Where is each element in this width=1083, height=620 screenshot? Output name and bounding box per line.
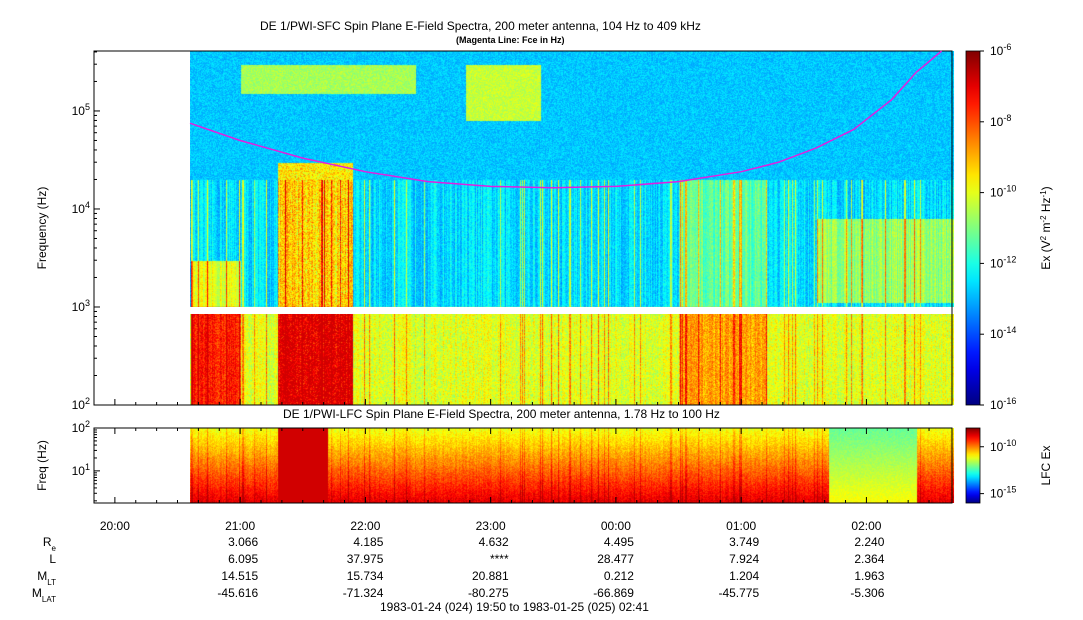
x-tick-label: 23:00	[476, 519, 506, 533]
time-range: 1983-01-24 (024) 19:50 to 1983-01-25 (02…	[380, 600, 649, 614]
ephemeris-row-label: Re	[43, 535, 57, 553]
ephemeris-value: 3.749	[729, 535, 759, 549]
ephemeris-value: -45.775	[718, 586, 759, 600]
lfc-y-axis: 101 102	[72, 419, 100, 502]
sfc-subtitle: (Magenta Line: Fce in Hz)	[456, 35, 565, 45]
ephemeris-value: 1.204	[729, 569, 759, 583]
sfc-colorbar-tick-label: 10-12	[990, 254, 1016, 270]
ephemeris-value: -66.869	[593, 586, 634, 600]
ephemeris-value: ****	[490, 552, 509, 566]
x-tick-label: 00:00	[601, 519, 631, 533]
sfc-y-label: Frequency (Hz)	[35, 187, 49, 270]
x-tick-label: 22:00	[350, 519, 380, 533]
ephemeris-value: 7.924	[729, 552, 759, 566]
sfc-colorbar-tick-label: 10-8	[990, 113, 1011, 129]
lfc-title: DE 1/PWI-LFC Spin Plane E-Field Spectra,…	[283, 407, 720, 421]
ephemeris-value: 37.975	[347, 552, 384, 566]
lfc-colorbar-tick-label: 10-10	[990, 438, 1016, 454]
ephemeris-value: 1.963	[854, 569, 884, 583]
x-tick-label: 20:00	[100, 519, 130, 533]
ephemeris-value: 4.495	[604, 535, 634, 549]
sfc-y-tick-label: 105	[72, 102, 90, 118]
x-tick-label: 21:00	[225, 519, 255, 533]
ephemeris-value: 3.066	[228, 535, 258, 549]
sfc-colorbar-tick-label: 10-10	[990, 184, 1016, 200]
ephemeris-row-label: L	[49, 552, 56, 566]
lfc-colorbar-tick-label: 10-15	[990, 485, 1016, 501]
ephemeris-value: 20.881	[472, 569, 509, 583]
ephemeris-value: -5.306	[850, 586, 884, 600]
lfc-colorbar: 10-10 10-15 LFC Ex	[965, 427, 1053, 504]
sfc-y-tick-label: 102	[72, 396, 90, 412]
sfc-plot-frame	[93, 50, 953, 406]
ephemeris-value: 2.364	[854, 552, 884, 566]
ephemeris-value: -80.275	[468, 586, 509, 600]
lfc-colorbar-label: LFC Ex	[1039, 445, 1053, 485]
ephemeris-value: -71.324	[343, 586, 384, 600]
x-axis: 20:00 21:00 22:00 23:00 00:00 01:00 02:00	[100, 399, 930, 533]
ephemeris-value: 4.632	[479, 535, 509, 549]
ephemeris-value: -45.616	[217, 586, 258, 600]
ephemeris-value: 0.212	[604, 569, 634, 583]
ephemeris-value: 2.240	[854, 535, 884, 549]
ephemeris-value: 14.515	[221, 569, 258, 583]
sfc-title: DE 1/PWI-SFC Spin Plane E-Field Spectra,…	[260, 19, 701, 33]
x-tick-label: 01:00	[726, 519, 756, 533]
ephemeris-value: 15.734	[347, 569, 384, 583]
ephemeris-value: 4.185	[353, 535, 383, 549]
lfc-y-tick-label: 102	[72, 419, 90, 435]
lfc-plot-frame	[93, 427, 953, 504]
sfc-y-tick-label: 103	[72, 298, 90, 314]
sfc-colorbar-tick-label: 10-16	[990, 396, 1016, 412]
sfc-y-tick-label: 104	[72, 200, 90, 216]
lfc-y-label: Freq (Hz)	[35, 440, 49, 491]
sfc-colorbar-tick-label: 10-14	[990, 325, 1016, 341]
sfc-colorbar: 10-6 10-8 10-10 10-12 10-14 10-16 Ex (V2 m-2 H…	[965, 42, 1054, 412]
sfc-y-axis: 102 103 104 105	[72, 51, 100, 412]
sfc-band-gap	[190, 306, 955, 314]
ephemeris-value: 6.095	[228, 552, 258, 566]
fce-line	[189, 50, 943, 189]
lfc-spectrogram-image	[190, 428, 955, 503]
sfc-colorbar-label: Ex (V2 m-2 Hz-1)	[1039, 186, 1054, 269]
sfc-colorbar-tick-label: 10-6	[990, 42, 1011, 58]
ephemeris-row-label: MLAT	[32, 586, 56, 604]
lfc-y-tick-label: 101	[72, 462, 90, 478]
sfc-spectrogram-image	[190, 51, 955, 405]
ephemeris-row-label: MLT	[37, 569, 56, 587]
x-tick-label: 02:00	[851, 519, 881, 533]
ephemeris-table: Re 3.066 4.185 4.632 4.495 3.749 2.240 L 6.095 37…	[32, 535, 885, 604]
ephemeris-value: 28.477	[597, 552, 634, 566]
